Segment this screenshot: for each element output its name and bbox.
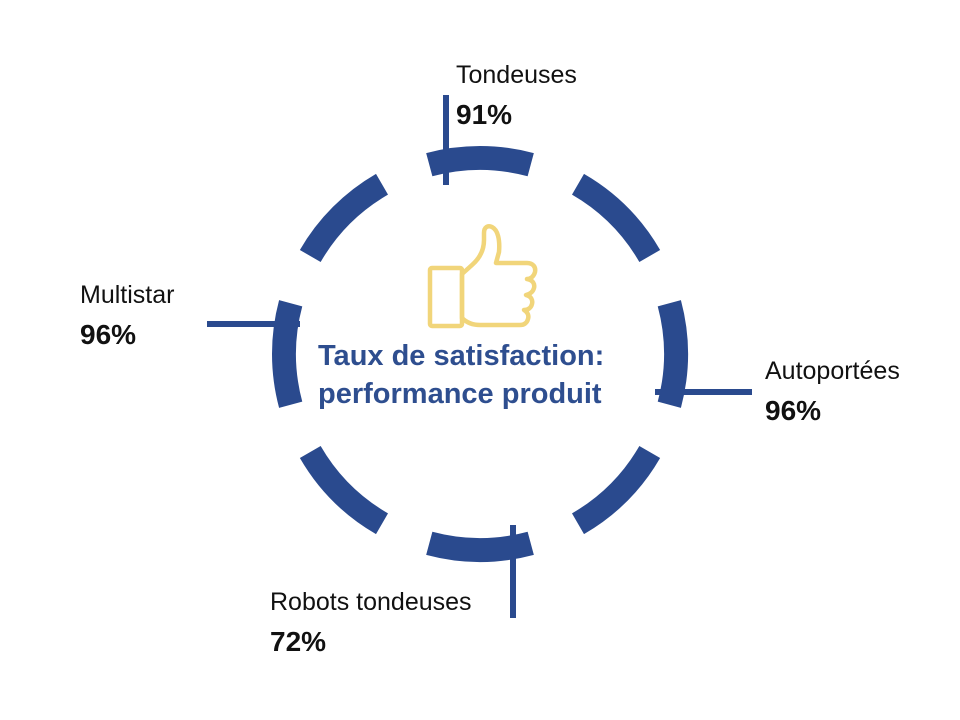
diagram-title: Taux de satisfaction: performance produi… [318, 338, 678, 413]
ring-segments [272, 146, 688, 562]
ring-segment [272, 300, 303, 408]
ring-segment [426, 146, 534, 177]
ring-segment [426, 531, 534, 562]
category-name: Tondeuses [456, 61, 577, 89]
category-name: Multistar [80, 281, 175, 309]
label-multistar: Multistar 96% [80, 280, 174, 352]
ring-segment [299, 173, 389, 263]
title-line-2: performance produit [318, 377, 602, 410]
label-robots: Robots tondeuses 72% [270, 587, 472, 659]
ring-segment [571, 445, 661, 535]
category-name: Robots tondeuses [270, 588, 472, 616]
label-tondeuses: Tondeuses 91% [456, 60, 577, 132]
label-autoportees: Autoportées 96% [765, 356, 900, 428]
category-value: 96% [80, 319, 137, 351]
category-value: 91% [456, 99, 513, 131]
ring-segment [571, 173, 661, 263]
category-value: 96% [765, 395, 822, 427]
category-name: Autoportées [765, 357, 900, 385]
title-line-1: Taux de satisfaction: [318, 340, 605, 372]
ring-segment [299, 445, 389, 535]
thumbs-up-icon [427, 224, 538, 329]
category-value: 72% [270, 626, 327, 658]
ring-segment [657, 300, 688, 408]
